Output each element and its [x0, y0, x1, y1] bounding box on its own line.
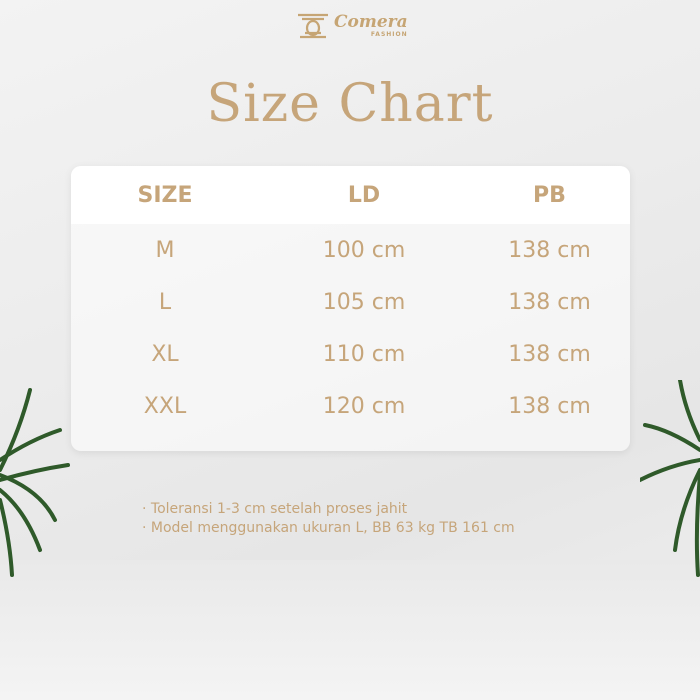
table-header: SIZE LD PB: [71, 166, 630, 224]
page-title: Size Chart: [206, 74, 494, 134]
table-row: M 100 cm 138 cm: [71, 224, 630, 276]
table-row: XXL 120 cm 138 cm: [71, 380, 630, 432]
note-tolerance: · Toleransi 1-3 cm setelah proses jahit: [142, 501, 408, 517]
background-floor: [0, 560, 700, 700]
notes: · Toleransi 1-3 cm setelah proses jahit …: [142, 500, 515, 538]
plant-left-icon: [0, 388, 70, 577]
cell-pb: 138 cm: [508, 393, 591, 419]
table-row: L 105 cm 138 cm: [71, 276, 630, 328]
header-pb: PB: [533, 182, 566, 208]
table-row: XL 110 cm 138 cm: [71, 328, 630, 380]
cell-size: M: [155, 237, 175, 263]
logo-emblem-icon: [298, 13, 328, 39]
cell-ld: 110 cm: [322, 341, 406, 367]
cell-pb: 138 cm: [508, 341, 591, 367]
cell-size: L: [158, 289, 172, 315]
plant-right-icon: [640, 380, 700, 577]
cell-ld: 105 cm: [322, 289, 406, 315]
cell-ld: 120 cm: [322, 393, 406, 419]
brand-logo: Comera FASHION: [296, 12, 408, 40]
note-model: · Model menggunakan ukuran L, BB 63 kg T…: [142, 520, 515, 536]
cell-size: XL: [151, 341, 179, 367]
cell-pb: 138 cm: [508, 289, 591, 315]
brand-name: Comera: [334, 12, 408, 32]
header-size: SIZE: [137, 182, 193, 208]
size-table: SIZE LD PB M 100 cm 138 cm L 105 cm 138 cm XL 1…: [71, 166, 630, 451]
cell-ld: 100 cm: [322, 237, 406, 263]
cell-pb: 138 cm: [508, 237, 591, 263]
brand-sub: FASHION: [370, 31, 408, 38]
header-ld: LD: [347, 182, 381, 208]
cell-size: XXL: [143, 393, 187, 419]
